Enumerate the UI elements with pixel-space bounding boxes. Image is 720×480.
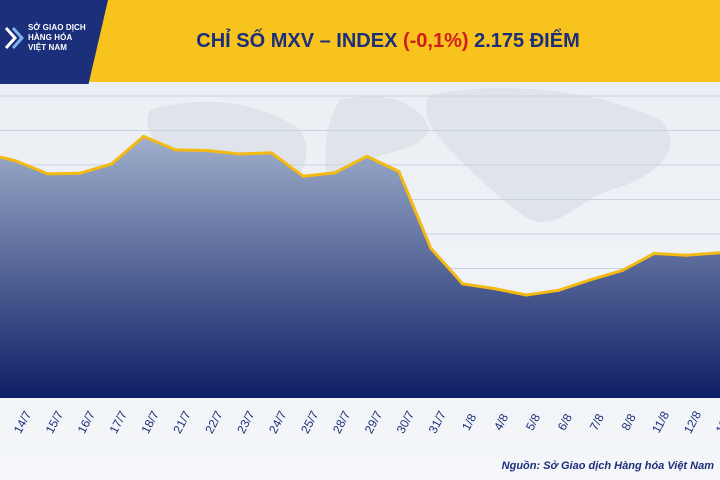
logo-line-1: SỞ GIAO DỊCH <box>28 23 86 32</box>
x-tick-label: 14/7 <box>11 408 34 435</box>
x-tick-label: 6/8 <box>555 411 575 433</box>
logo-line-3: VIỆT NAM <box>28 43 68 52</box>
chart-title: CHỈ SỐ MXV – INDEX (-0,1%) 2.175 ĐIỂM <box>108 30 668 53</box>
data-point-17-7 <box>110 162 114 166</box>
data-point-7-8 <box>588 278 592 282</box>
x-tick-label: 7/8 <box>587 411 607 433</box>
x-tick-label: 24/7 <box>266 408 289 435</box>
x-tick-label: 29/7 <box>362 408 385 435</box>
data-point-4-8 <box>493 287 497 291</box>
header-banner: SỞ GIAO DỊCH HÀNG HÓA VIỆT NAM CHỈ SỐ MX… <box>0 0 720 84</box>
x-tick-label: 11/8 <box>649 409 672 436</box>
title-prefix: CHỈ SỐ MXV – INDEX <box>196 30 403 52</box>
x-tick-label: 8/8 <box>619 411 639 433</box>
index-area-chart: 14/7 15/7 16/7 17/7 18/7 21/7 22/7 23/7 24/7 25/7… <box>0 95 720 436</box>
x-tick-label: 30/7 <box>394 408 417 435</box>
data-point-28-7 <box>333 171 337 175</box>
x-tick-label: 22/7 <box>202 408 225 435</box>
data-point-5-8 <box>525 293 529 297</box>
data-point-12-8 <box>684 253 688 257</box>
data-point-22-7 <box>205 148 209 152</box>
logo-text: SỞ GIAO DỊCH HÀNG HÓA VIỆT NAM <box>28 23 86 53</box>
data-point-11-8 <box>652 251 656 255</box>
source-note: Nguồn: Sở Giao dịch Hàng hóa Việt Nam <box>501 460 714 472</box>
x-tick-label: 28/7 <box>330 408 353 435</box>
data-points <box>14 134 720 297</box>
x-tick-label: 4/8 <box>491 411 511 433</box>
data-point-18-7 <box>142 134 146 138</box>
exchange-logo: SỞ GIAO DỊCH HÀNG HÓA VIỆT NAM <box>0 0 108 84</box>
data-point-30-7 <box>397 170 401 174</box>
data-point-23-7 <box>237 152 241 156</box>
data-point-29-7 <box>365 154 369 158</box>
data-point-14-7 <box>14 159 18 163</box>
x-tick-label: 18/7 <box>138 408 161 435</box>
data-point-6-8 <box>556 288 560 292</box>
x-axis-labels: 14/7 15/7 16/7 17/7 18/7 21/7 22/7 23/7 24/7 25/7… <box>11 408 720 435</box>
title-change: (-0,1%) <box>402 30 469 52</box>
data-point-21-7 <box>174 148 178 152</box>
x-tick-label: 12/8 <box>681 408 704 435</box>
x-tick-label: 5/8 <box>523 411 543 433</box>
x-tick-label: 23/7 <box>234 408 257 435</box>
data-point-8-8 <box>620 268 624 272</box>
x-tick-label: 1/8 <box>459 411 479 433</box>
data-point-24-7 <box>269 151 273 155</box>
x-tick-label: 15/7 <box>43 408 66 435</box>
x-tick-label: 13/8 <box>713 408 720 435</box>
data-point-13-8 <box>716 251 720 255</box>
data-point-16-7 <box>78 171 82 175</box>
data-point-1-8 <box>461 282 465 286</box>
x-tick-label: 31/7 <box>426 408 449 435</box>
x-tick-label: 21/7 <box>170 408 193 435</box>
data-point-25-7 <box>301 174 305 178</box>
x-tick-label: 16/7 <box>75 408 98 435</box>
x-tick-label: 25/7 <box>298 408 321 435</box>
logo-line-2: HÀNG HÓA <box>28 33 73 42</box>
chevron-logo-icon <box>4 26 25 50</box>
data-point-31-7 <box>429 246 433 250</box>
title-suffix: 2.175 ĐIỂM <box>468 30 580 52</box>
index-area <box>0 136 720 398</box>
x-tick-label: 17/7 <box>107 408 130 435</box>
data-point-15-7 <box>46 172 50 176</box>
